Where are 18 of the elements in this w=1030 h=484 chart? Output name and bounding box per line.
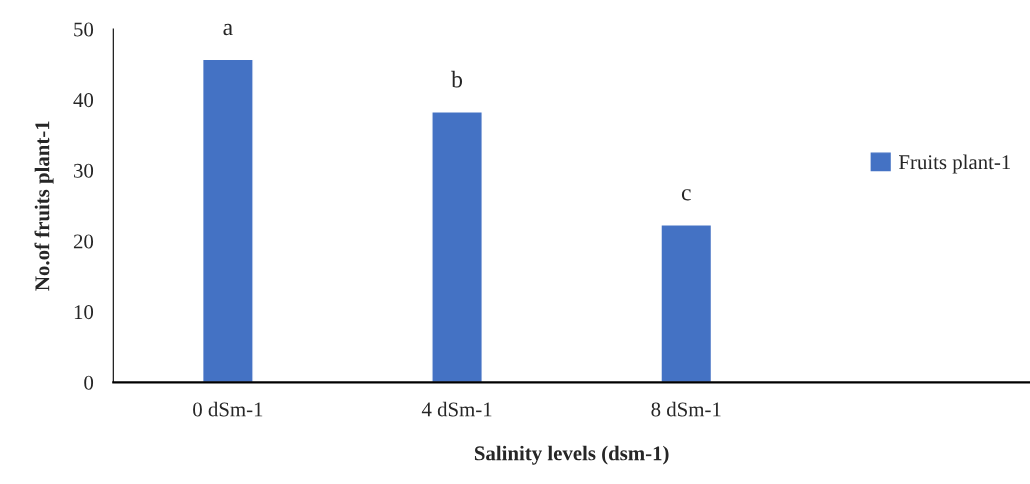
legend-label: Fruits plant-1 [899, 154, 1010, 174]
bar [201, 58, 254, 383]
bar [660, 224, 713, 383]
x-tick-label: 4 dSm-1 [421, 401, 492, 417]
y-tick-label: 10 [74, 305, 94, 320]
bar [431, 111, 483, 383]
y-tick-label: 20 [73, 234, 94, 249]
annotation: c [681, 189, 691, 201]
y-tick-label: 50 [74, 22, 94, 37]
y-tick-label: 30 [74, 163, 94, 178]
annotation: b [451, 70, 463, 88]
annotation: a [223, 23, 233, 36]
x-axis-title: Salinity levels (dsm-1) [474, 445, 669, 465]
x-tick-label: 0 dSm-1 [193, 401, 263, 417]
y-tick-label: 40 [73, 93, 94, 108]
y-axis-title: No.of fruits plant-1 [34, 121, 54, 291]
x-tick-label: 8 dSm-1 [651, 401, 721, 417]
y-tick-label: 0 [84, 375, 94, 390]
